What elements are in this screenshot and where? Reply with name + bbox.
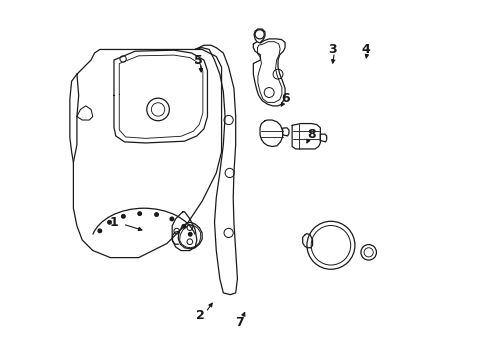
Circle shape — [138, 212, 141, 215]
Text: 4: 4 — [361, 43, 370, 56]
Circle shape — [188, 233, 192, 236]
Text: 3: 3 — [328, 43, 336, 56]
Circle shape — [170, 217, 173, 221]
Text: 6: 6 — [280, 93, 289, 105]
Text: 5: 5 — [194, 54, 203, 67]
Circle shape — [98, 229, 102, 233]
Text: 7: 7 — [234, 316, 243, 329]
Text: 2: 2 — [196, 309, 204, 322]
Circle shape — [107, 221, 111, 224]
Text: 1: 1 — [109, 216, 118, 229]
Circle shape — [182, 225, 185, 228]
Circle shape — [122, 215, 125, 218]
Text: 8: 8 — [306, 128, 315, 141]
Circle shape — [155, 213, 158, 216]
